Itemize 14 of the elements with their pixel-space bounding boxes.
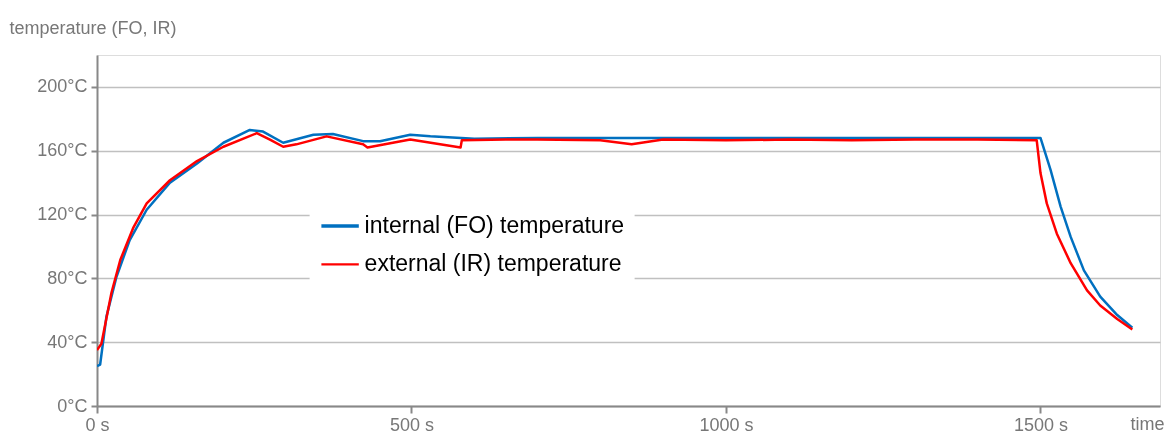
y-tick-label: 200°C: [37, 76, 88, 97]
legend-label: internal (FO) temperature: [364, 211, 625, 238]
y-tick-label: 80°C: [47, 267, 88, 288]
x-tick-label: 0 s: [85, 414, 110, 435]
y-tick-label: 40°C: [47, 331, 88, 352]
y-tick-label: 120°C: [37, 204, 88, 225]
y-tick-label: 160°C: [37, 140, 88, 161]
x-axis-title: time: [1130, 413, 1165, 434]
x-tick-label: 1500 s: [1013, 414, 1069, 435]
x-tick-label: 500 s: [389, 414, 435, 435]
x-tick-label: 1000 s: [699, 414, 754, 435]
y-axis-title: temperature (FO, IR): [9, 17, 177, 38]
y-tick-label: 0°C: [57, 395, 88, 416]
legend-label: external (IR) temperature: [364, 250, 622, 277]
